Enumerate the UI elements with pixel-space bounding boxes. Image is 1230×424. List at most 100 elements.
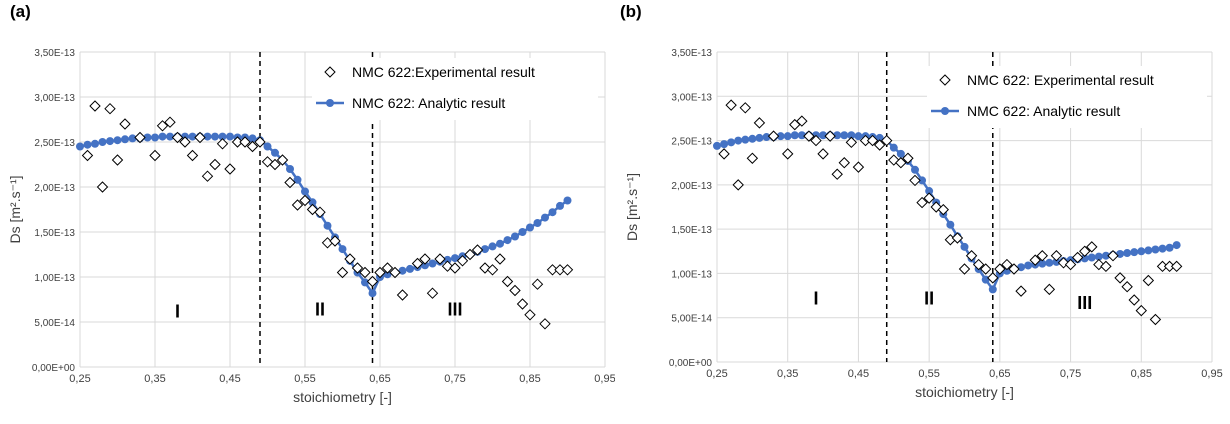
x-tick-label: 0,75 xyxy=(444,373,465,385)
analytic-data-point xyxy=(188,132,197,141)
x-tick-label: 0,65 xyxy=(989,368,1010,380)
analytic-data-point xyxy=(1151,245,1160,254)
analytic-data-point xyxy=(541,213,549,222)
analytic-data-point xyxy=(819,131,828,140)
analytic-data-point xyxy=(762,133,771,142)
experimental-data-point xyxy=(1114,272,1126,284)
experimental-data-point xyxy=(1128,294,1140,306)
analytic-data-point xyxy=(428,259,437,268)
legend-marker-experimental xyxy=(324,66,336,78)
x-tick-label: 0,25 xyxy=(69,373,90,385)
experimental-data-point xyxy=(546,264,559,276)
experimental-data-point xyxy=(486,264,499,276)
analytic-data-point xyxy=(918,176,927,185)
analytic-data-point xyxy=(1144,246,1153,255)
experimental-data-point xyxy=(539,318,551,330)
experimental-data-point xyxy=(725,99,737,111)
analytic-data-point xyxy=(847,131,856,140)
y-tick-label: 2,00E-13 xyxy=(34,183,75,194)
experimental-data-point xyxy=(810,134,822,147)
experimental-data-point xyxy=(374,266,386,279)
analytic-data-point xyxy=(741,135,750,144)
experimental-data-point xyxy=(299,194,311,207)
analytic-data-point xyxy=(511,232,519,241)
x-tick-label: 0,85 xyxy=(519,373,540,385)
x-tick-label: 0,95 xyxy=(1201,368,1222,380)
y-tick-label: 5,00E-14 xyxy=(671,314,712,325)
region-label: III xyxy=(1077,293,1092,313)
experimental-data-point xyxy=(902,152,914,164)
analytic-data-point xyxy=(451,254,459,263)
experimental-data-point xyxy=(739,102,751,114)
experimental-data-point xyxy=(89,100,101,112)
experimental-data-point xyxy=(419,253,431,265)
experimental-data-point xyxy=(254,136,266,148)
panel-label: (b) xyxy=(620,2,642,21)
y-tick-label: 1,50E-13 xyxy=(34,228,75,239)
analytic-data-point xyxy=(368,289,377,298)
legend-label-experimental: NMC 622: Experimental result xyxy=(967,72,1154,88)
region-label: I xyxy=(175,302,180,322)
experimental-data-point xyxy=(767,130,780,142)
experimental-data-point xyxy=(796,115,808,127)
experimental-data-point xyxy=(824,130,836,142)
experimental-data-point xyxy=(411,257,424,270)
analytic-data-point xyxy=(755,133,764,142)
legend-marker-experimental xyxy=(939,74,951,86)
analytic-data-point xyxy=(727,138,736,147)
experimental-data-point xyxy=(1079,245,1091,257)
analytic-data-point xyxy=(263,142,272,151)
experimental-data-point xyxy=(119,118,131,130)
experimental-data-point xyxy=(958,263,971,275)
experimental-data-point xyxy=(344,253,356,265)
experimental-data-point xyxy=(381,262,394,274)
experimental-data-point xyxy=(224,163,236,175)
experimental-data-point xyxy=(524,309,536,321)
experimental-data-point xyxy=(1001,258,1013,271)
experimental-data-point xyxy=(201,170,214,182)
experimental-data-point xyxy=(464,248,476,261)
experimental-data-point xyxy=(782,148,794,160)
experimental-data-point xyxy=(284,176,296,189)
experimental-data-point xyxy=(1149,313,1162,326)
analytic-data-point xyxy=(488,242,497,251)
y-tick-label: 3,50E-13 xyxy=(671,48,712,59)
analytic-data-point xyxy=(113,136,122,145)
analytic-data-point xyxy=(889,143,898,152)
experimental-data-point xyxy=(895,157,907,169)
y-tick-label: 2,50E-13 xyxy=(34,138,75,149)
analytic-data-point xyxy=(361,278,369,287)
experimental-data-point xyxy=(987,272,999,284)
region-label: III xyxy=(447,300,462,320)
y-axis-label: Ds [m².s⁻¹] xyxy=(7,175,23,243)
experimental-data-point xyxy=(171,131,184,144)
analytic-data-point xyxy=(406,264,414,273)
y-tick-label: 3,00E-13 xyxy=(34,93,75,104)
experimental-data-point xyxy=(314,206,326,218)
experimental-data-point xyxy=(972,258,985,271)
y-tick-label: 2,50E-13 xyxy=(671,137,712,148)
analytic-data-point xyxy=(1024,261,1033,270)
analytic-data-point xyxy=(323,221,332,230)
experimental-data-point xyxy=(329,235,341,247)
experimental-data-point xyxy=(909,174,921,187)
experimental-data-point xyxy=(434,253,446,265)
experimental-data-point xyxy=(269,158,281,171)
experimental-data-point xyxy=(803,130,815,142)
analytic-data-point xyxy=(271,148,279,157)
y-axis-label: Ds [m².s⁻¹] xyxy=(624,173,640,241)
experimental-data-point xyxy=(845,136,858,149)
analytic-data-point xyxy=(960,242,969,251)
analytic-data-point xyxy=(98,138,107,146)
experimental-data-point xyxy=(104,102,116,115)
y-tick-label: 3,00E-13 xyxy=(671,92,712,103)
experimental-data-point xyxy=(276,154,289,166)
experimental-data-point xyxy=(923,192,935,204)
x-tick-label: 0,35 xyxy=(144,373,165,385)
experimental-data-point xyxy=(456,255,469,267)
analytic-data-point xyxy=(1045,258,1054,267)
legend-background xyxy=(312,58,598,120)
x-tick-label: 0,45 xyxy=(848,368,869,380)
analytic-data-point xyxy=(988,285,997,294)
analytic-data-point xyxy=(226,132,234,141)
